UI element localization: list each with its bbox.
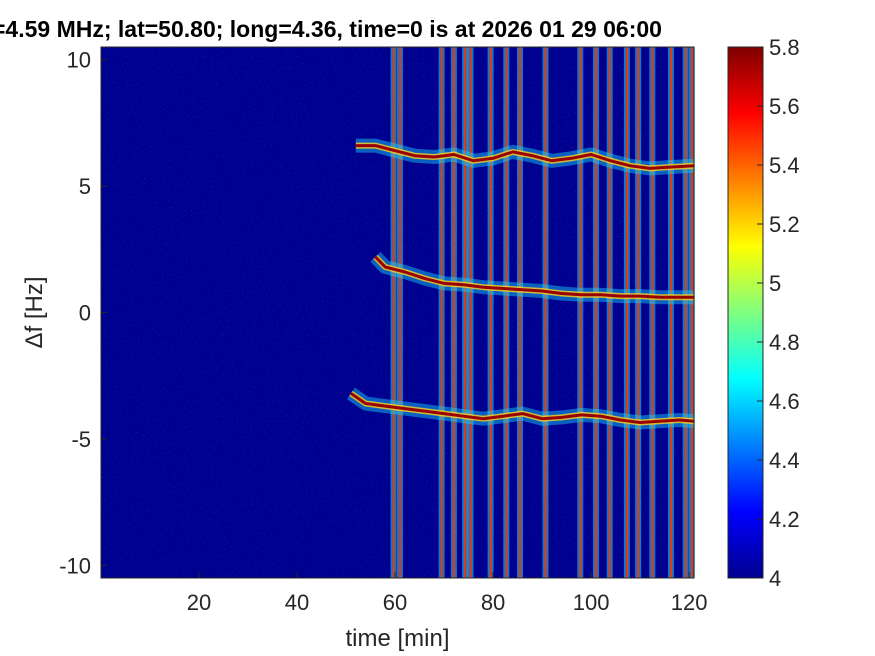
chart-title-text: =4.59 MHz; lat=50.80; long=4.36, time=0 … xyxy=(0,16,662,42)
y-tick-label-1: 5 xyxy=(79,174,91,199)
vertical-line-8 xyxy=(519,47,522,578)
y-tick-label-4: -10 xyxy=(59,553,91,578)
vertical-line-15 xyxy=(651,47,654,578)
trace-0 xyxy=(355,144,695,170)
vertical-line-3 xyxy=(452,47,456,578)
colorbar-gradient xyxy=(727,46,764,579)
colorbar-tick-label-3: 4.6 xyxy=(769,389,800,414)
vertical-line-4 xyxy=(464,47,467,578)
trace-1 xyxy=(374,255,694,299)
x-tick-label-5: 120 xyxy=(671,590,708,615)
x-tick-label-0: 20 xyxy=(187,590,211,615)
vertical-line-1 xyxy=(398,47,402,578)
colorbar-tick-label-8: 5.6 xyxy=(769,94,800,119)
y-tick-label-2: 0 xyxy=(79,301,91,326)
x-tick-label-4: 100 xyxy=(573,590,610,615)
x-tick-label-3: 80 xyxy=(481,590,505,615)
colorbar: 4 4.2 4.4 4.6 4.8 5 5.2 5.4 5.6 5.8 xyxy=(727,35,800,591)
x-tick-label-2: 60 xyxy=(383,590,407,615)
colorbar-tick-label-0: 4 xyxy=(769,566,781,591)
colorbar-tick-label-5: 5 xyxy=(769,271,781,296)
colorbar-tick-label-9: 5.8 xyxy=(769,35,800,60)
chart-title: =4.59 MHz; lat=50.80; long=4.36, time=0 … xyxy=(0,14,875,44)
x-axis-label: time [min] xyxy=(345,625,449,652)
x-tick-label-1: 40 xyxy=(285,590,309,615)
colorbar-tick-label-7: 5.4 xyxy=(769,153,800,178)
vertical-line-16 xyxy=(669,47,673,578)
vertical-line-13 xyxy=(625,47,629,578)
vertical-line-11 xyxy=(594,47,598,578)
axes: 20 40 60 80 100 120 10 5 0 -5 -10 xyxy=(59,46,708,615)
vertical-line-6 xyxy=(489,47,492,578)
vertical-line-2 xyxy=(440,47,443,578)
vertical-line-9 xyxy=(544,47,547,578)
trace-2 xyxy=(350,392,695,424)
vertical-line-14 xyxy=(637,47,640,578)
colorbar-tick-label-1: 4.2 xyxy=(769,507,800,532)
chart-marks xyxy=(346,47,696,578)
y-axis-label: Δf [Hz] xyxy=(21,276,48,348)
colorbar-tick-label-6: 5.2 xyxy=(769,212,800,237)
plot-frame xyxy=(100,46,695,579)
vertical-line-0 xyxy=(392,47,395,578)
colorbar-tick-label-2: 4.4 xyxy=(769,448,800,473)
vertical-line-7 xyxy=(505,47,508,578)
y-tick-label-0: 10 xyxy=(67,48,91,73)
vertical-line-10 xyxy=(579,47,582,578)
vertical-line-18 xyxy=(691,47,694,578)
vertical-line-5 xyxy=(469,47,472,578)
colorbar-tick-label-4: 4.8 xyxy=(769,330,800,355)
vertical-line-12 xyxy=(608,47,611,578)
vertical-line-17 xyxy=(684,47,687,578)
y-tick-label-3: -5 xyxy=(71,427,91,452)
